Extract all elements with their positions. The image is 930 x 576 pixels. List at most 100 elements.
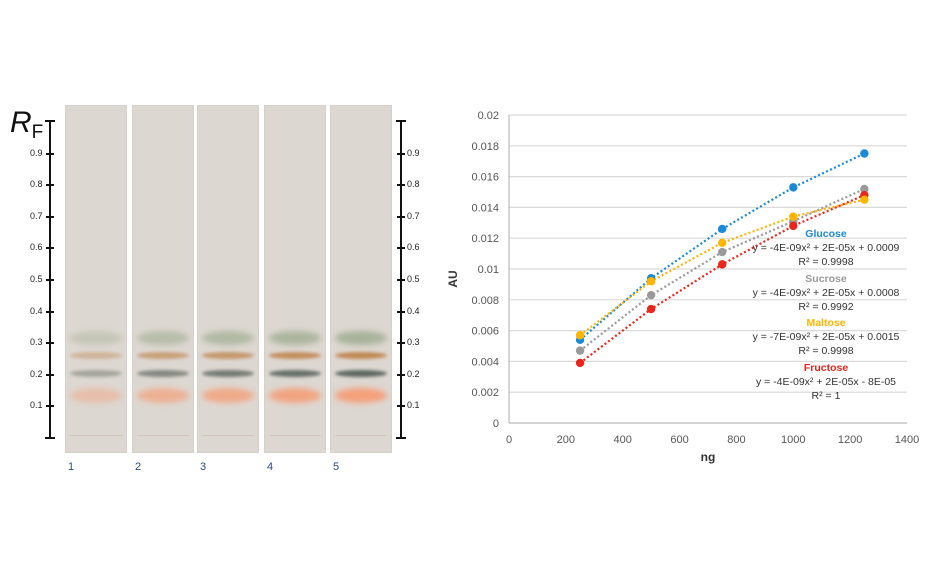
lane-number: 3 — [200, 461, 207, 473]
band — [334, 331, 388, 346]
band — [69, 369, 123, 377]
y-tick-label: 0.01 — [478, 264, 499, 276]
band — [334, 369, 388, 377]
r-squared: R² = 1 — [811, 390, 841, 402]
x-tick-label: 1200 — [838, 434, 862, 446]
r-squared: R² = 0.9998 — [798, 256, 854, 268]
data-point-fructose — [575, 358, 585, 368]
x-tick-label: 0 — [506, 434, 512, 446]
band — [136, 351, 190, 359]
lane-3 — [197, 105, 259, 453]
equation-sucrose: Sucrose y = -4E-09x² + 2E-05x + 0.0008 R² … — [726, 272, 926, 314]
x-tick-label: 1400 — [895, 434, 919, 446]
data-point-sucrose — [646, 290, 656, 300]
origin-line — [334, 435, 388, 436]
rf-tick-label: 0.2 — [30, 368, 43, 379]
rf-tick-label: 0.9 — [30, 147, 43, 158]
rf-tick-label: 0.7 — [30, 210, 43, 221]
band — [136, 369, 190, 377]
x-axis-title: ng — [701, 450, 716, 464]
y-tick-label: 0.018 — [471, 141, 499, 153]
y-tick-label: 0.004 — [471, 356, 499, 368]
equation-text: y = -4E-09x² + 2E-05x + 0.0008 — [752, 287, 900, 299]
y-tick-label: 0.008 — [471, 295, 499, 307]
rf-tick-label: 0.8 — [407, 179, 420, 190]
data-point-maltose — [860, 195, 869, 204]
band — [69, 387, 123, 403]
band — [334, 387, 388, 403]
data-point-maltose — [575, 331, 585, 340]
series-name: Fructose — [803, 362, 849, 374]
lane-4 — [264, 105, 326, 453]
data-point-glucose — [860, 149, 869, 158]
rf-tick-label: 0.2 — [407, 368, 420, 379]
y-axis-title: AU — [446, 270, 460, 287]
rf-tick-label: 0.6 — [30, 242, 43, 253]
band — [201, 331, 255, 346]
y-tick-label: 0.006 — [471, 326, 499, 338]
rf-tick-label: 0.4 — [30, 305, 43, 316]
y-tick-label: 0.012 — [471, 233, 499, 245]
origin-line — [201, 435, 255, 436]
y-tick-label: 0.02 — [478, 110, 499, 122]
rf-tick-label: 0.1 — [30, 400, 43, 411]
data-point-fructose — [718, 260, 727, 269]
band — [268, 351, 322, 359]
lane-2 — [132, 105, 194, 453]
y-tick-label: 0 — [493, 418, 499, 430]
origin-line — [69, 435, 123, 436]
r-squared: R² = 0.9992 — [798, 301, 854, 313]
x-tick-label: 1000 — [781, 434, 805, 446]
lane-5 — [330, 105, 392, 453]
rf-tick-label: 0.5 — [30, 274, 43, 284]
equation-glucose: Glucose y = -4E-09x² + 2E-05x + 0.0009 R² … — [726, 227, 926, 269]
series-name: Glucose — [805, 228, 847, 240]
equation-text: y = -4E-09x² + 2E-05x - 8E-05 — [755, 376, 897, 388]
rf-tick-label: 0.3 — [30, 337, 43, 348]
x-tick-label: 600 — [670, 434, 688, 446]
band — [201, 369, 255, 377]
band — [136, 331, 190, 346]
lane-1 — [65, 105, 127, 453]
equation-text: y = -7E-09x² + 2E-05x + 0.0015 — [752, 331, 900, 343]
band — [69, 331, 123, 346]
band — [268, 387, 322, 403]
data-point-maltose — [646, 277, 656, 286]
x-tick-label: 200 — [557, 434, 575, 446]
data-point-fructose — [789, 221, 798, 231]
band — [268, 369, 322, 377]
r-squared: R² = 0.9998 — [798, 345, 854, 357]
series-name: Maltose — [806, 317, 846, 329]
lane-number: 5 — [333, 461, 340, 473]
data-point-glucose — [789, 183, 798, 192]
band — [136, 387, 190, 403]
data-point-fructose — [646, 304, 656, 314]
calibration-chart: 0 0.002 0.004 0.006 0.008 0.01 0.012 0.014 0.016… — [446, 110, 919, 464]
data-point-maltose — [789, 212, 798, 221]
data-point-glucose — [718, 224, 727, 234]
y-tick-label: 0.016 — [471, 172, 499, 184]
origin-line — [268, 435, 322, 436]
data-point-maltose — [718, 238, 727, 248]
data-point-sucrose — [860, 184, 869, 194]
y-tick-label: 0.002 — [471, 387, 499, 399]
x-tick-label: 800 — [727, 434, 745, 446]
rf-tick-label: 0.4 — [407, 305, 420, 316]
origin-line — [136, 435, 190, 436]
lane-number: 1 — [68, 461, 75, 473]
rf-tick-label: 0.6 — [407, 242, 420, 253]
band — [201, 387, 255, 403]
data-point-sucrose — [718, 247, 727, 257]
rf-tick-label: 0.1 — [407, 400, 420, 411]
equation-text: y = -4E-09x² + 2E-05x + 0.0009 — [752, 242, 900, 254]
series-name: Sucrose — [805, 273, 847, 285]
equation-maltose: Maltose y = -7E-09x² + 2E-05x + 0.0015 R² … — [726, 316, 926, 358]
rf-tick-label: 0.9 — [407, 147, 420, 158]
lane-number: 2 — [135, 461, 142, 473]
x-tick-label: 400 — [614, 434, 632, 446]
band — [334, 351, 388, 359]
y-tick-label: 0.014 — [471, 202, 499, 214]
rf-tick-label: 0.7 — [407, 210, 420, 221]
band — [69, 351, 123, 359]
rf-tick-label: 0.5 — [407, 274, 420, 284]
